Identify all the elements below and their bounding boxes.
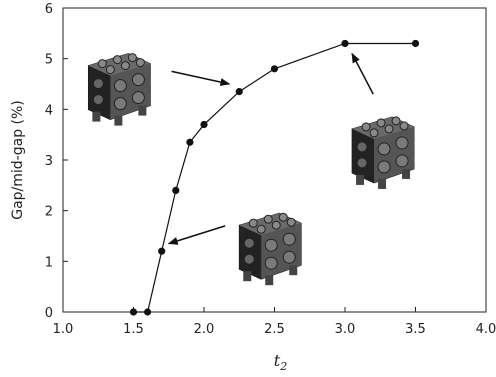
data-point [411,39,420,48]
y-tick-label: 5 [45,53,53,68]
y-tick-label: 6 [45,2,53,17]
x-tick-label: 4.0 [476,322,496,337]
y-axis-ticks: 0 1 2 3 4 5 6 [45,2,68,321]
data-point [186,138,194,146]
data-point [235,88,243,96]
x-axis-label-main: t [274,351,281,370]
data-point [144,308,152,316]
series-layer [129,39,420,316]
annotation-arrow [171,70,231,86]
data-point [129,308,138,316]
annotation-layer [87,52,415,286]
data-point [200,120,208,129]
x-tick-label: 1.5 [123,322,144,337]
y-tick-label: 0 [45,306,53,321]
y-tick-label: 1 [45,255,53,270]
y-tick-label: 2 [45,205,53,220]
x-axis-label: t2 [274,351,287,373]
y-tick-label: 3 [45,154,53,169]
y-axis-label: Gap/mid-gap (%) [10,100,26,220]
x-tick-label: 3.5 [405,322,426,337]
y-tick-label: 4 [45,103,53,118]
x-tick-label: 3.0 [335,322,356,337]
lattice-structure-bottom-image [238,212,302,286]
data-point [341,39,349,48]
lattice-structure-right-image [351,116,415,190]
x-tick-label: 2.5 [264,322,285,337]
lattice-structure-left-image [87,53,151,127]
annotation-arrow [167,225,226,245]
x-tick-label: 1.0 [53,322,74,337]
series-line [133,42,416,313]
x-axis-label-subscript: 2 [279,360,287,373]
x-tick-label: 2.0 [194,322,215,337]
data-point [172,186,180,194]
annotation-arrow [351,52,374,95]
data-point [270,65,279,73]
x-axis-ticks: 1.0 1.5 2.0 2.5 3.0 3.5 4.0 [53,307,496,337]
data-point [158,247,166,255]
